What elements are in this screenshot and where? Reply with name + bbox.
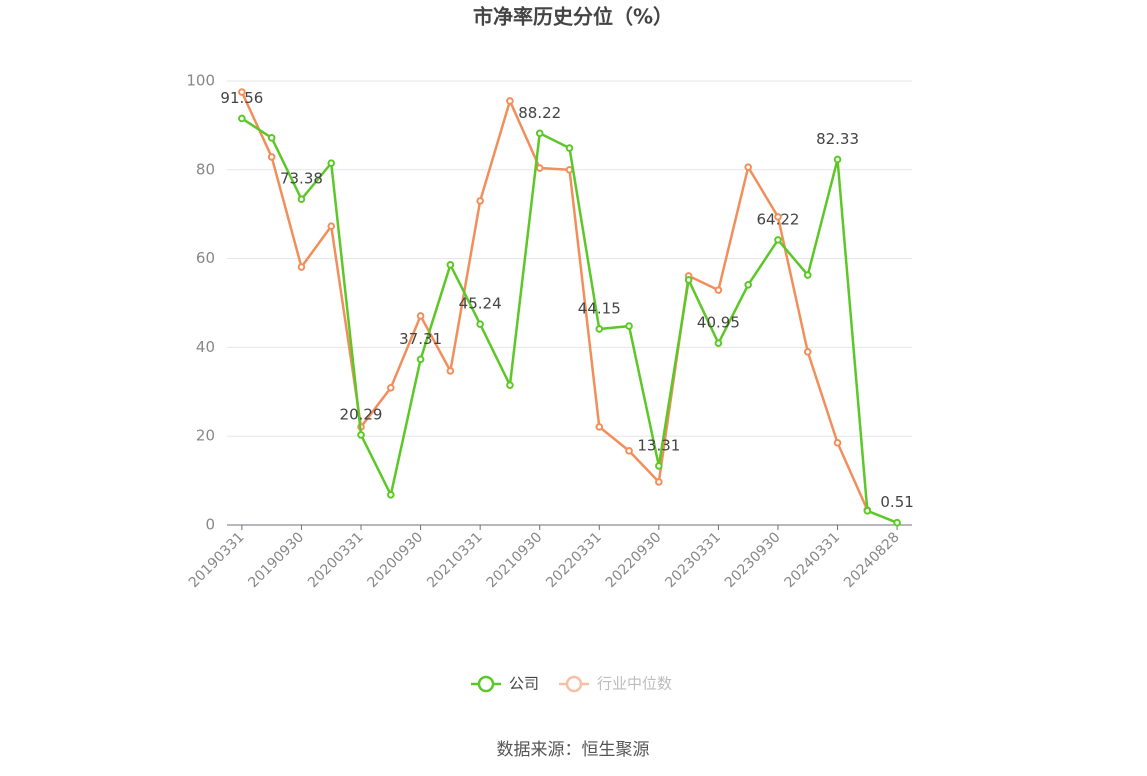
point bbox=[357, 431, 365, 439]
data-label: 0.51 bbox=[880, 493, 913, 511]
point bbox=[297, 195, 306, 203]
y-tick-label: 40 bbox=[196, 338, 215, 356]
data-label: 37.31 bbox=[399, 330, 442, 348]
data-label: 44.15 bbox=[578, 299, 621, 317]
point bbox=[267, 153, 276, 161]
point bbox=[655, 478, 663, 486]
series-line bbox=[240, 91, 869, 511]
point bbox=[506, 381, 514, 389]
y-tick-label: 0 bbox=[205, 516, 215, 534]
data-label: 88.22 bbox=[518, 104, 561, 122]
y-tick-label: 80 bbox=[196, 160, 215, 178]
x-tick-label: 20220930 bbox=[603, 529, 665, 591]
legend-label: 行业中位数 bbox=[597, 675, 672, 693]
point bbox=[387, 491, 395, 499]
chart-title: 市净率历史分位（%） bbox=[473, 5, 673, 29]
point bbox=[565, 144, 574, 152]
point bbox=[238, 88, 246, 96]
x-tick-label: 20230331 bbox=[662, 529, 724, 591]
point bbox=[893, 518, 901, 527]
point bbox=[446, 261, 455, 269]
y-tick-label: 60 bbox=[196, 249, 215, 267]
point bbox=[774, 236, 782, 244]
point bbox=[863, 506, 872, 515]
legend-label: 公司 bbox=[509, 675, 539, 693]
legend-marker bbox=[477, 675, 495, 693]
x-tick-label: 20190331 bbox=[186, 529, 248, 591]
point bbox=[297, 263, 306, 271]
legend-item[interactable]: 公司 bbox=[471, 675, 539, 693]
y-tick-label: 20 bbox=[196, 427, 215, 445]
data-label: 45.24 bbox=[459, 295, 502, 313]
point bbox=[327, 222, 336, 230]
legend-item[interactable]: 行业中位数 bbox=[559, 675, 672, 693]
point bbox=[625, 447, 633, 455]
point bbox=[267, 134, 276, 142]
point bbox=[833, 439, 842, 447]
point bbox=[387, 384, 395, 392]
data-label: 73.38 bbox=[280, 170, 323, 188]
point bbox=[595, 325, 604, 333]
x-tick-label: 20200930 bbox=[365, 529, 427, 591]
legend-marker bbox=[565, 675, 583, 693]
point bbox=[535, 129, 544, 138]
data-label: 82.33 bbox=[816, 130, 859, 148]
x-tick-label: 20230930 bbox=[722, 529, 784, 591]
point bbox=[416, 355, 425, 364]
point bbox=[833, 155, 842, 164]
x-tick-label: 20210930 bbox=[484, 529, 546, 591]
point bbox=[506, 97, 514, 105]
data-label: 91.56 bbox=[220, 89, 263, 107]
point bbox=[416, 312, 425, 320]
point bbox=[476, 197, 484, 205]
point bbox=[625, 322, 633, 330]
point bbox=[744, 163, 752, 171]
data-label: 40.95 bbox=[697, 314, 740, 332]
data-label: 20.29 bbox=[340, 405, 383, 423]
point bbox=[565, 166, 574, 174]
point bbox=[803, 271, 812, 279]
data-label: 13.31 bbox=[637, 436, 680, 454]
point bbox=[446, 367, 455, 375]
x-tick-label: 20220331 bbox=[543, 529, 605, 591]
x-tick-label: 20210331 bbox=[424, 529, 486, 591]
point bbox=[803, 348, 812, 356]
x-tick-label: 20190930 bbox=[245, 529, 307, 591]
point bbox=[774, 213, 782, 221]
data-label: 64.22 bbox=[757, 210, 800, 228]
point bbox=[327, 159, 336, 167]
x-tick-label: 20240828 bbox=[841, 529, 903, 591]
point bbox=[595, 423, 604, 431]
point bbox=[535, 164, 544, 172]
source-note: 数据来源：恒生聚源 bbox=[497, 740, 650, 760]
point bbox=[684, 276, 693, 284]
point bbox=[744, 280, 752, 289]
point bbox=[655, 462, 663, 470]
point bbox=[238, 114, 246, 123]
point bbox=[476, 320, 484, 328]
point bbox=[714, 286, 723, 294]
x-tick-label: 20200331 bbox=[305, 529, 367, 591]
point bbox=[714, 339, 723, 347]
x-tick-label: 20240331 bbox=[781, 529, 843, 591]
y-tick-label: 100 bbox=[186, 72, 215, 90]
